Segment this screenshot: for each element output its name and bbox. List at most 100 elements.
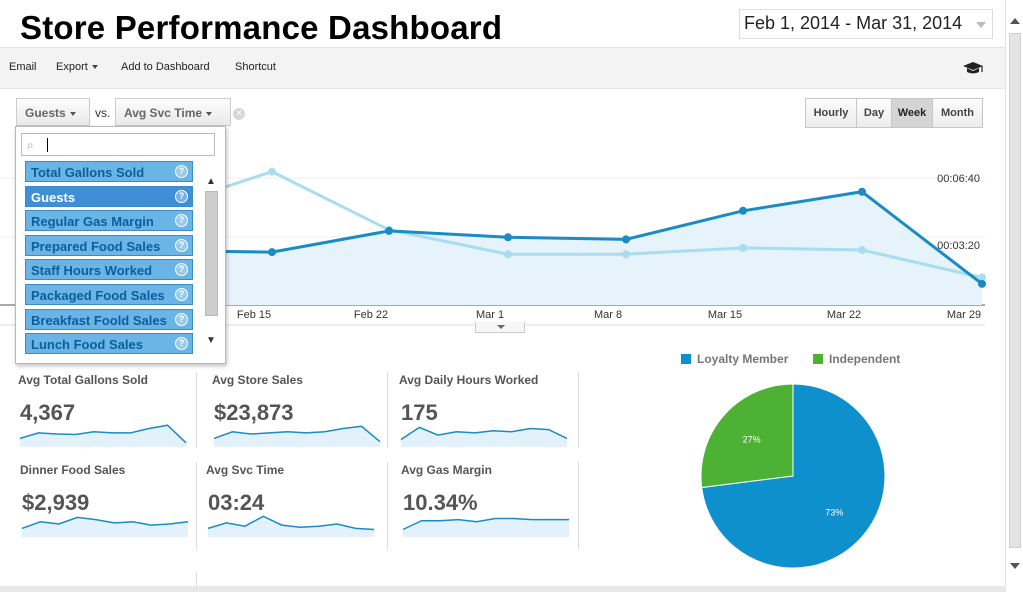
pie-chart: 73% 27% [700,383,886,569]
sparkline-line [402,517,569,531]
dropdown-option-label: Staff Hours Worked [31,263,153,279]
metric-dropdown-panel: ⌕ Total Gallons Sold? Guests? Regular Gas … [15,126,226,364]
legend-swatch [681,354,691,364]
data-point [504,233,512,242]
scorecard[interactable]: Avg Store Sales $23,873 [212,373,392,453]
dropdown-option-label: Lunch Food Sales [31,337,143,353]
sparkline-area [20,425,186,447]
pie-slice [700,383,794,489]
help-icon[interactable]: ? [175,238,188,252]
series-area [110,191,982,305]
scorecard[interactable]: Avg Daily Hours Worked 175 [399,373,579,453]
scorecard-label: Avg Total Gallons Sold [18,373,149,387]
scorecard-value: $23,873 [214,400,294,425]
scorecard-label: Avg Gas Margin [401,463,492,477]
sparkline [400,426,568,447]
sparkline [213,425,381,447]
x-tick-label: Mar 15 [708,309,742,321]
data-point [268,248,276,257]
sparkline-line [19,424,187,444]
dropdown-option[interactable]: Breakfast Foold Sales? [25,308,193,330]
dropdown-option[interactable]: Packaged Food Sales? [25,284,193,305]
dropdown-scroll-thumb[interactable] [205,191,218,316]
sparkline [21,516,189,537]
scorecard[interactable]: Avg Total Gallons Sold 4,367 [18,373,198,453]
dropdown-option-label: Total Gallons Sold [31,165,145,180]
export-button[interactable]: Export [56,61,98,73]
legend-independent: Independent [813,352,900,366]
chevron-down-icon [206,111,213,116]
x-tick-label: Feb 15 [237,309,271,321]
dropdown-option[interactable]: Lunch Food Sales? [25,333,193,355]
dropdown-option[interactable]: Regular Gas Margin? [25,210,193,232]
scorecard-label: Dinner Food Sales [20,463,126,477]
scorecard-value: 03:24 [208,490,265,515]
page-scroll-thumb[interactable] [1009,33,1021,548]
add-to-dashboard-button[interactable]: Add to Dashboard [121,61,210,73]
sparkline-line [213,425,381,443]
dropdown-option[interactable]: Prepared Food Sales? [25,234,193,256]
help-icon[interactable]: ? [175,288,188,301]
scorecard-value: $2,939 [22,490,90,515]
series-line [109,190,983,286]
chevron-down-icon [976,22,986,28]
divider [578,372,579,448]
dropdown-option[interactable]: Total Gallons Sold? [25,161,193,182]
date-range-label: Feb 1, 2014 - Mar 31, 2014 [744,13,963,33]
range-month-button[interactable]: Month [932,98,983,128]
sparkline [207,515,375,537]
x-tick-label: Mar 8 [594,309,622,321]
primary-metric-select[interactable]: Guests [16,98,90,126]
scorecard[interactable]: Avg Gas Margin 10.34% [401,463,581,543]
divider [196,372,197,448]
search-icon: ⌕ [27,138,34,152]
data-point [739,206,747,215]
divider [196,462,197,550]
sparkline [19,424,187,447]
help-icon[interactable]: ? [175,214,188,228]
dropdown-option[interactable]: Staff Hours Worked? [25,259,193,281]
graduation-cap-icon[interactable] [962,60,984,76]
scorecard[interactable]: Avg Svc Time 03:24 [206,463,386,543]
secondary-metric-select[interactable]: Avg Svc Time [115,98,231,126]
data-point [622,250,630,259]
metric-search-input[interactable]: ⌕ [21,133,215,156]
chevron-up-icon[interactable] [1010,18,1020,24]
page-title: Store Performance Dashboard [20,9,503,46]
date-range-picker[interactable]: Feb 1, 2014 - Mar 31, 2014 [739,9,993,39]
chevron-up-icon[interactable]: ▲ [206,176,216,187]
primary-metric-label: Guests [25,106,66,120]
dropdown-option-label: Packaged Food Sales [31,288,165,303]
email-button[interactable]: Email [9,61,37,73]
chevron-down-icon[interactable]: ▼ [206,335,216,346]
range-hourly-button[interactable]: Hourly [805,98,857,128]
help-icon[interactable]: ? [175,189,188,203]
chevron-down-icon[interactable] [1010,563,1020,569]
divider [196,572,197,586]
clear-comparison-icon[interactable]: × [233,108,245,120]
scorecard-value: 175 [401,400,438,425]
export-label: Export [56,61,88,73]
series-line [109,170,983,279]
chart-expander[interactable] [475,322,525,333]
dropdown-option-label: Prepared Food Sales [31,238,161,254]
page-scrollbar[interactable] [1005,0,1023,592]
dropdown-scrollbar[interactable]: ▲ ▼ [204,171,218,357]
range-day-button[interactable]: Day [856,98,892,128]
range-week-button[interactable]: Week [891,98,933,128]
data-point [504,250,512,259]
main-line-chart: 00:06:40 00:03:20 Feb 15 Feb 22 Mar 1 Mar 8 Ma… [0,167,986,326]
dropdown-option[interactable]: Guests? [25,185,193,207]
scorecard[interactable]: Dinner Food Sales $2,939 [20,463,200,543]
help-icon[interactable]: ? [175,165,188,178]
legend-swatch [813,354,823,364]
data-point [858,245,866,254]
legend-loyalty: Loyalty Member [681,352,788,366]
help-icon[interactable]: ? [175,263,188,277]
data-point [978,279,986,288]
horizontal-scrollbar[interactable] [0,586,1005,592]
help-icon[interactable]: ? [175,312,188,326]
shortcut-button[interactable]: Shortcut [235,61,276,73]
help-icon[interactable]: ? [175,337,188,351]
